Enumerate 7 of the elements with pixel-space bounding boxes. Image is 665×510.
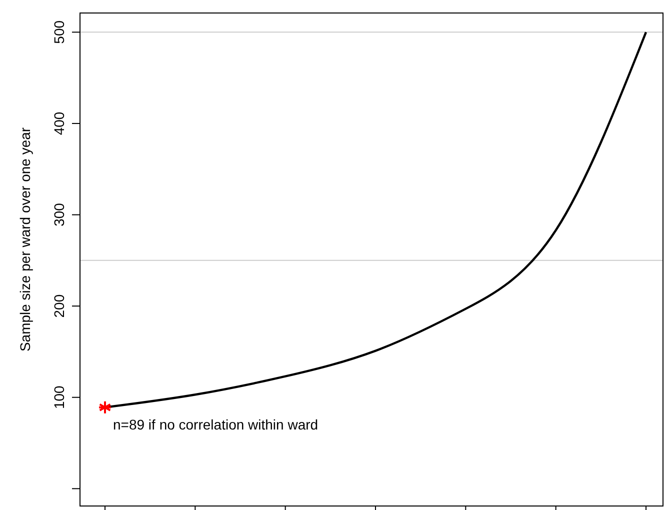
y-tick-label: 500 bbox=[51, 20, 67, 44]
y-axis-title: Sample size per ward over one year bbox=[17, 127, 33, 352]
y-tick-label: 400 bbox=[51, 112, 67, 136]
y-tick-label: 300 bbox=[51, 202, 67, 226]
y-tick-label: 100 bbox=[51, 385, 67, 410]
y-tick-label: 200 bbox=[51, 294, 67, 318]
annotation: n=89 if no correlation within ward bbox=[113, 416, 318, 432]
